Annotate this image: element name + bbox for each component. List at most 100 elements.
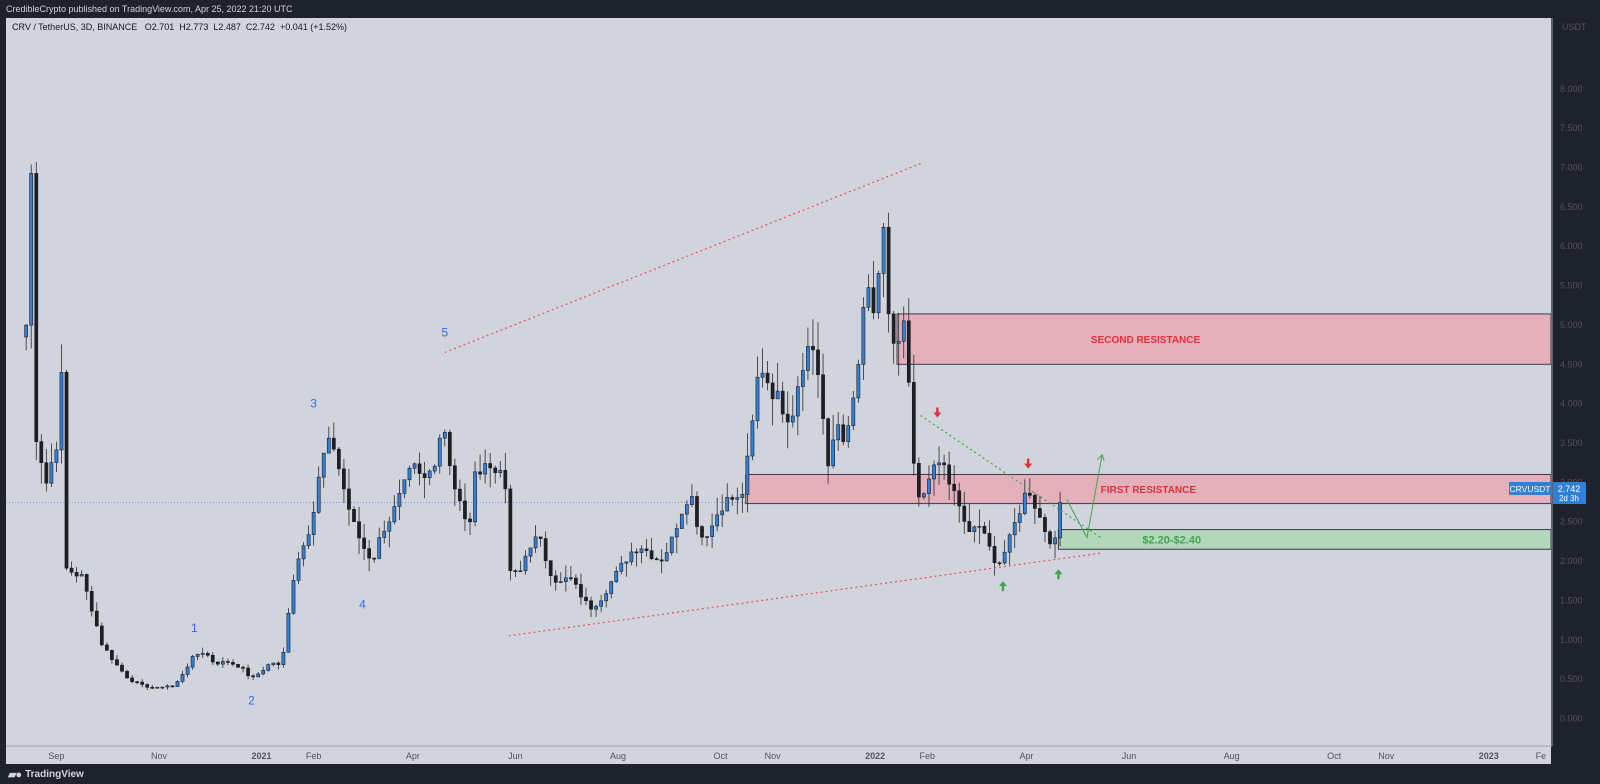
y-tick-label: 8.000 [1560, 84, 1583, 94]
candle-body [246, 667, 250, 677]
y-tick-label: 0.000 [1560, 713, 1583, 723]
x-tick-label: Nov [151, 751, 168, 761]
zone-label: $2.20-$2.40 [1142, 534, 1201, 546]
candle-body [256, 673, 261, 678]
candle-body [473, 471, 477, 523]
candle-body [468, 518, 472, 523]
candle-body [523, 555, 528, 572]
candle-body [130, 677, 134, 682]
candle-body [997, 562, 1002, 565]
arrow-down-icon [933, 407, 942, 418]
candle-body [700, 526, 704, 538]
x-tick-label: Jun [1122, 751, 1137, 761]
low-label: L [213, 22, 219, 32]
candle-body [69, 567, 74, 573]
trend-line [508, 552, 1101, 637]
wave-label: 4 [359, 597, 366, 611]
candle-body [725, 497, 730, 512]
candle-body [896, 341, 901, 344]
tradingview-logo[interactable]: ▰● TradingView [8, 768, 84, 781]
candle-body [180, 674, 185, 682]
candle-body [205, 652, 210, 656]
candle-body [806, 346, 810, 371]
candle-body [755, 376, 760, 422]
candle-body [321, 452, 326, 478]
candle-body [115, 659, 119, 666]
candle-body [195, 654, 200, 657]
open-value: 2.701 [151, 22, 175, 32]
candle-body [210, 655, 215, 663]
candle-body [538, 536, 543, 539]
candle-body [221, 661, 225, 665]
candle-body [463, 500, 467, 520]
candle-body [649, 550, 654, 560]
x-tick-label: Aug [1224, 751, 1240, 761]
candle-body [594, 605, 598, 610]
candle-body [579, 584, 583, 598]
y-tick-label: 2.500 [1560, 517, 1583, 527]
candle-body [226, 661, 230, 663]
candle-body [160, 686, 165, 689]
candle-body [811, 346, 815, 351]
candle-body [695, 496, 699, 527]
candle-body [922, 493, 926, 498]
candle-body [1017, 513, 1022, 523]
price-tag-symbol-box [1509, 482, 1551, 495]
candle-body [453, 465, 457, 490]
candle-body [236, 664, 240, 668]
candle-body [634, 551, 639, 554]
candle-body [382, 530, 387, 538]
wave-label: 5 [441, 326, 448, 340]
wave-label: 2 [248, 693, 255, 707]
candle-body [165, 685, 170, 688]
candle-body [740, 494, 745, 498]
candle-body [89, 591, 94, 612]
price-tag-symbol: CRVUSDT [1510, 484, 1551, 494]
price-tag-price: 2.742 [1558, 484, 1581, 494]
footer-bar: ▰● TradingView [0, 764, 1600, 784]
x-tick-label: 2022 [865, 751, 885, 761]
candle-body [170, 685, 175, 688]
candle-body [967, 521, 972, 533]
candle-body [518, 570, 523, 573]
candle-body [215, 661, 220, 665]
x-tick-label: Sep [48, 751, 64, 761]
candle-body [987, 532, 992, 547]
candle-body [942, 462, 946, 466]
candle-body [74, 572, 79, 577]
candle-body [437, 437, 442, 467]
candle-body [508, 488, 513, 571]
candle-body [654, 558, 659, 561]
candle-body [488, 463, 493, 469]
y-tick-label: 0.500 [1560, 674, 1583, 684]
candle-body [584, 596, 588, 602]
price-axis: 0.0000.5001.0001.5002.0002.5003.0003.500… [1560, 84, 1583, 724]
candle-body [1053, 537, 1057, 545]
annotations-layer: SECOND RESISTANCE FIRST RESISTANCE $2.20-$… [191, 326, 1201, 708]
candle-body [604, 593, 609, 602]
candle-body [1058, 502, 1062, 539]
candle-body [24, 324, 29, 338]
candle-body [326, 437, 331, 454]
candle-body [99, 625, 104, 646]
y-tick-label: 5.500 [1560, 281, 1583, 291]
candle-body [735, 497, 740, 500]
candle-body [458, 488, 462, 502]
x-tick-label: Aug [610, 751, 626, 761]
arrow-up-icon [998, 581, 1007, 592]
published-text: CredibleCrypto published on TradingView.… [6, 4, 293, 14]
zone-label: FIRST RESISTANCE [1101, 485, 1197, 496]
candle-body [745, 455, 750, 495]
y-tick-label: 1.000 [1560, 635, 1583, 645]
candle-body [795, 386, 800, 417]
candle-body [543, 538, 548, 561]
candle-body [422, 473, 427, 479]
candle-body [412, 463, 417, 469]
candle-body [427, 470, 432, 479]
candle-body [140, 681, 145, 685]
candle-body [715, 514, 720, 527]
arrow-down-icon [1024, 458, 1033, 469]
candle-body [266, 664, 271, 671]
x-tick-label: Feb [920, 751, 936, 761]
